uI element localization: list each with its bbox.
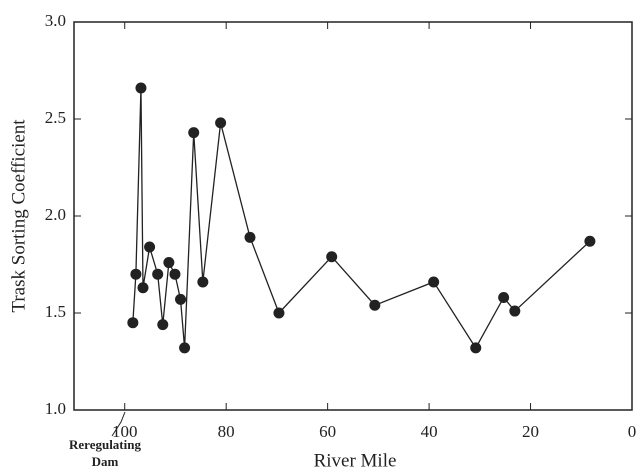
data-point <box>498 291 510 303</box>
x-tick-label: 100 <box>112 422 138 441</box>
data-point <box>470 342 482 354</box>
data-point <box>127 317 139 329</box>
x-axis-label: River Mile <box>314 450 397 471</box>
y-tick-label: 2.5 <box>45 108 66 127</box>
data-line <box>132 87 591 350</box>
y-tick-label: 1.5 <box>45 302 66 321</box>
plot-frame <box>73 21 633 411</box>
data-point <box>137 282 149 294</box>
data-point <box>169 268 181 280</box>
data-point <box>157 319 169 331</box>
data-point <box>369 299 381 311</box>
data-point <box>509 305 521 317</box>
x-tick-label: 60 <box>319 422 336 441</box>
data-point <box>135 82 147 94</box>
data-point <box>428 276 440 288</box>
y-axis-label: Trask Sorting Coefficient <box>8 119 29 313</box>
data-point <box>273 307 285 319</box>
y-tick-label: 3.0 <box>45 11 66 30</box>
annotation: Reregulating Dam <box>69 437 141 469</box>
data-point <box>175 293 187 305</box>
data-point <box>215 117 227 129</box>
x-tick-label: 40 <box>421 422 438 441</box>
y-tick-label: 2.0 <box>45 205 66 224</box>
y-tick-label: 1.0 <box>45 399 66 418</box>
data-point <box>179 342 191 354</box>
data-point <box>152 268 164 280</box>
data-point <box>130 268 142 280</box>
x-tick-label: 80 <box>218 422 235 441</box>
x-tick-label: 20 <box>522 422 539 441</box>
data-point <box>188 127 200 139</box>
data-point <box>163 257 175 269</box>
data-point <box>584 235 596 247</box>
data-point <box>244 231 256 243</box>
data-point <box>326 251 338 263</box>
data-point <box>144 241 156 253</box>
x-tick-label: 0 <box>628 422 637 441</box>
data-point <box>197 276 209 288</box>
annotation-leader <box>111 411 126 437</box>
